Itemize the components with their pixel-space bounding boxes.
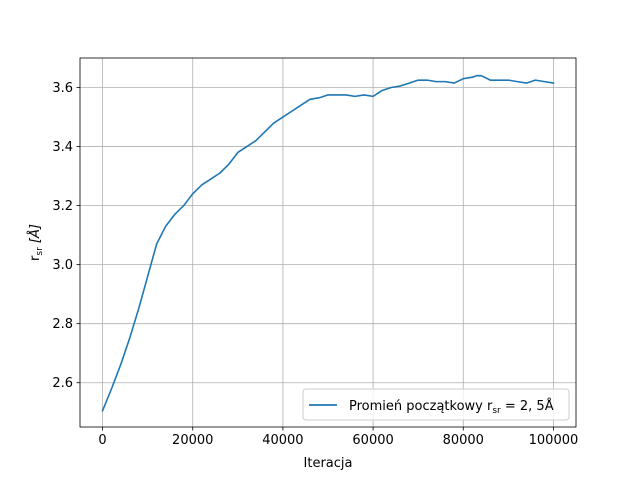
y-tick-label: 2.8 [52,317,73,332]
y-tick-label: 3.6 [52,81,73,96]
legend-label-subscript: sr [492,406,501,416]
x-axis-ticks: 0 20000 40000 60000 80000 100000 [98,427,578,448]
x-tick-label: 0 [98,433,106,448]
y-axis-label-main: r [28,255,43,261]
x-tick-label: 80000 [443,433,484,448]
legend-label-suffix: = 2, 5Å [501,398,554,414]
y-tick-label: 3.4 [52,140,73,155]
x-axis-label: Iteracja [304,456,353,471]
y-axis-label-subscript: sr [35,247,45,256]
y-tick-label: 2.6 [52,376,73,391]
x-tick-label: 20000 [172,433,213,448]
x-tick-label: 100000 [529,433,579,448]
legend-label: Promień początkowy rsr = 2, 5Å [349,398,554,416]
y-axis-label-unit: [Å] [27,224,43,247]
series-layer [101,74,555,412]
x-tick-label: 40000 [262,433,303,448]
legend-label-prefix: Promień początkowy r [349,399,493,414]
plot-frame [79,57,577,428]
y-tick-label: 3.0 [52,258,73,273]
legend-box [302,388,570,421]
y-axis-ticks: 2.6 2.8 3.0 3.2 3.4 3.6 [52,81,80,391]
legend: Promień początkowy rsr = 2, 5Å [302,388,570,421]
series-line [101,74,555,412]
grid [80,58,576,427]
y-tick-label: 3.2 [52,199,73,214]
x-tick-label: 60000 [352,433,393,448]
y-axis-label: rsr [Å] [27,224,45,261]
